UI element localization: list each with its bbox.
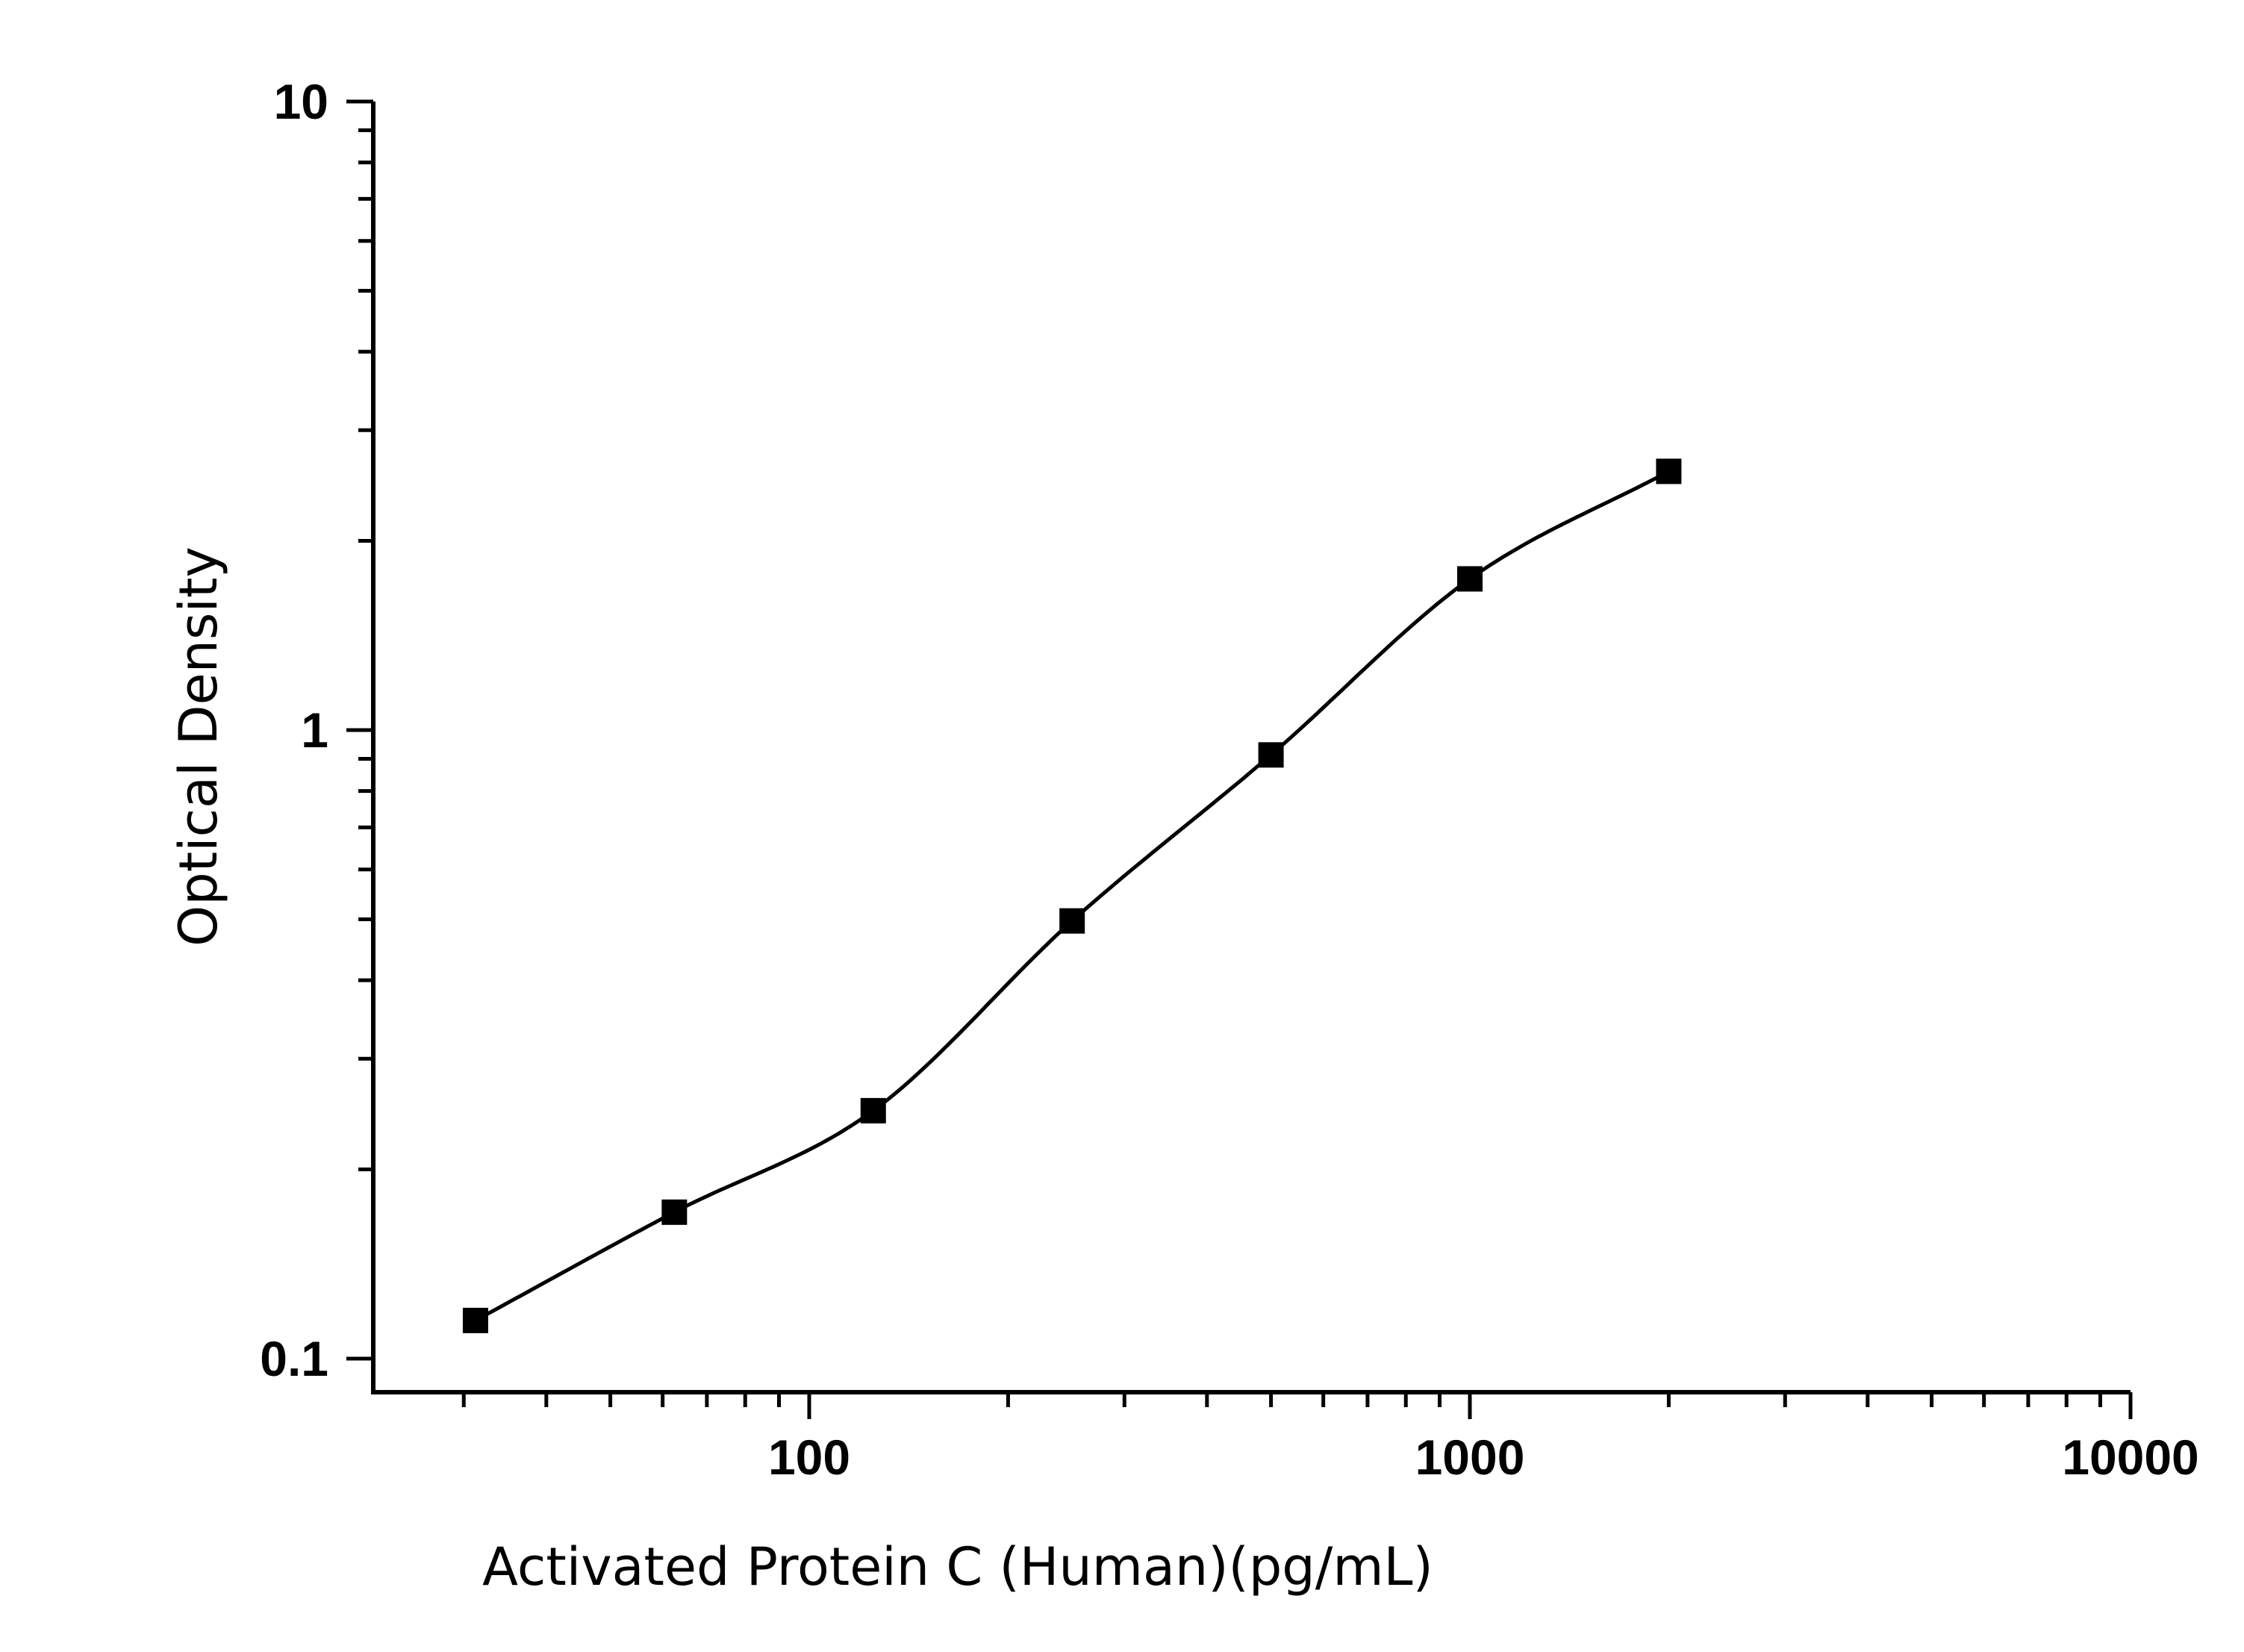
y-tick-label: 1 [301, 702, 328, 758]
x-tick-label: 10000 [2062, 1430, 2199, 1485]
y-tick-labels: 0.1 1 10 [260, 74, 328, 1386]
data-point [1656, 458, 1682, 484]
data-points [462, 458, 1682, 1333]
x-tick-label: 1000 [1415, 1430, 1525, 1485]
data-point [1059, 908, 1085, 934]
x-tick-labels: 100 1000 10000 [768, 1430, 2199, 1485]
x-axis-title: Activated Protein C (Human)(pg/mL) [482, 1536, 1433, 1598]
fit-curve [474, 470, 1670, 1323]
data-point [1258, 742, 1284, 768]
y-axis-title: Optical Density [168, 546, 229, 947]
data-point [462, 1307, 488, 1333]
minor-ticks [358, 128, 2103, 1407]
y-tick-label: 0.1 [260, 1331, 328, 1386]
y-tick-label: 10 [274, 74, 328, 129]
data-point [860, 1097, 886, 1123]
x-tick-label: 100 [768, 1430, 850, 1485]
data-point [1457, 566, 1483, 592]
data-point [661, 1199, 688, 1225]
major-ticks [346, 99, 2133, 1419]
